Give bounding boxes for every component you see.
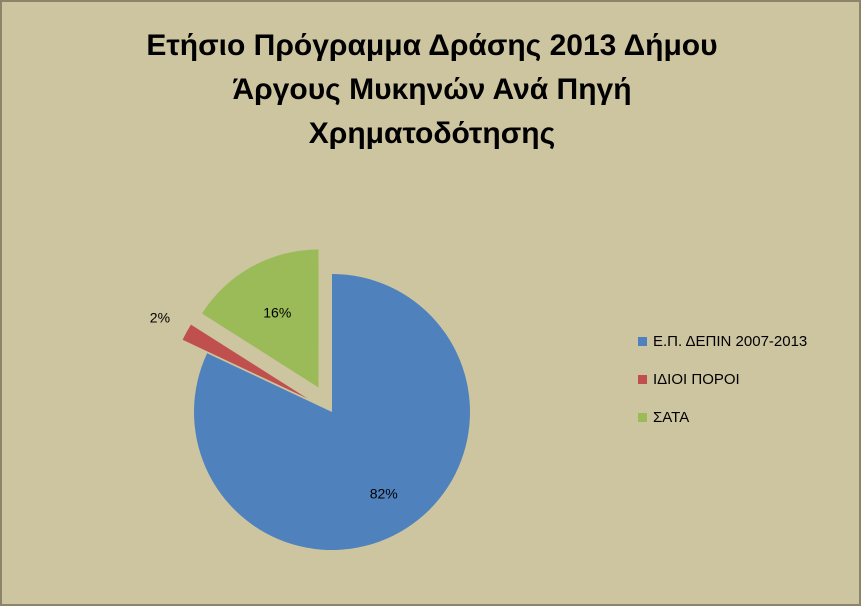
pie-slice-1: [194, 274, 470, 550]
legend-item-3: ΣΑΤΑ: [638, 408, 807, 427]
legend-swatch: [638, 413, 647, 422]
data-label-2: 2%: [150, 309, 170, 325]
pie-slice-2: [182, 324, 308, 399]
pie-slice-3: [201, 249, 319, 388]
legend: Ε.Π. ΔΕΠΙΝ 2007-2013 ΙΔΙΟΙ ΠΟΡΟΙ ΣΑΤΑ: [638, 332, 807, 446]
legend-swatch: [638, 375, 647, 384]
legend-item-1: Ε.Π. ΔΕΠΙΝ 2007-2013: [638, 332, 807, 351]
data-label-1: 82%: [370, 486, 398, 502]
pie-slices: [182, 249, 470, 550]
data-labels: 82% 2% 16%: [150, 304, 398, 501]
legend-label: Ε.Π. ΔΕΠΙΝ 2007-2013: [653, 333, 808, 350]
legend-label: ΙΔΙΟΙ ΠΟΡΟΙ: [653, 371, 740, 388]
chart-title: Ετήσιο Πρόγραμμα Δράσης 2013 Δήμου Άργου…: [146, 29, 718, 150]
data-label-3: 16%: [263, 304, 291, 320]
legend-swatch: [638, 337, 647, 346]
legend-item-2: ΙΔΙΟΙ ΠΟΡΟΙ: [638, 370, 807, 389]
legend-label: ΣΑΤΑ: [653, 409, 690, 426]
